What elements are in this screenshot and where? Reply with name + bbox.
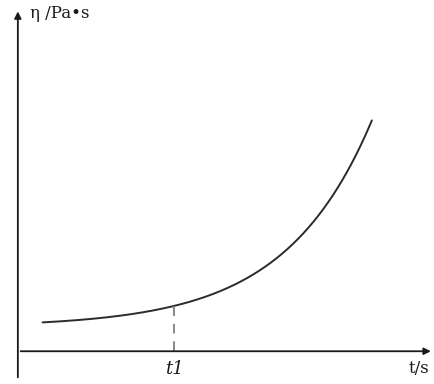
Text: η /Pa•s: η /Pa•s — [30, 5, 89, 22]
Text: t1: t1 — [164, 360, 183, 378]
Text: t/s: t/s — [408, 360, 428, 377]
